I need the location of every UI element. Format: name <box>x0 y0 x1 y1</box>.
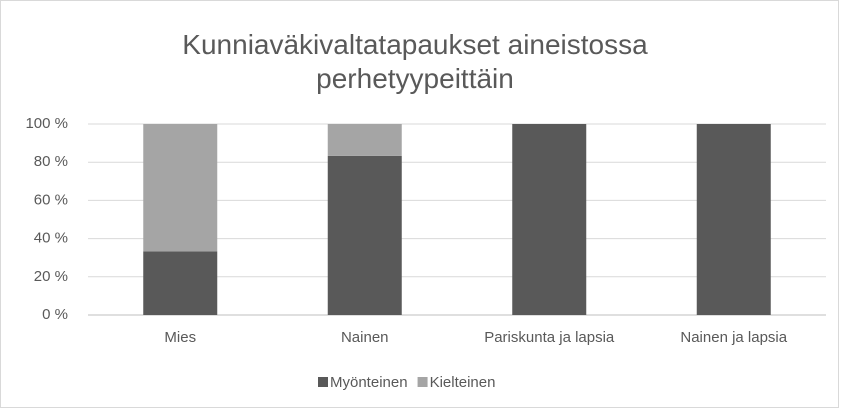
bar-segment <box>327 155 402 315</box>
legend-label: Kielteinen <box>430 374 496 391</box>
y-tick-label: 80 % <box>34 153 68 170</box>
x-tick-label: Mies <box>164 329 196 346</box>
x-tick-label: Pariskunta ja lapsia <box>484 329 615 346</box>
legend-swatch <box>318 377 328 387</box>
x-tick-label: Nainen <box>341 329 389 346</box>
bar-segment <box>696 124 771 315</box>
y-tick-label: 60 % <box>34 191 68 208</box>
y-tick-label: 40 % <box>34 230 68 247</box>
y-tick-label: 0 % <box>42 306 68 323</box>
bar-segment <box>143 124 218 252</box>
x-tick-label: Nainen ja lapsia <box>680 329 787 346</box>
bar-segment <box>143 251 218 315</box>
y-tick-label: 20 % <box>34 268 68 285</box>
bar-segment <box>512 124 587 315</box>
legend-swatch <box>417 377 428 387</box>
legend-label: Myönteinen <box>330 374 408 391</box>
bar-segment <box>327 124 402 156</box>
chart-title: Kunniaväkivaltatapaukset aineistossa per… <box>182 29 648 94</box>
y-tick-label: 100 % <box>25 115 68 132</box>
